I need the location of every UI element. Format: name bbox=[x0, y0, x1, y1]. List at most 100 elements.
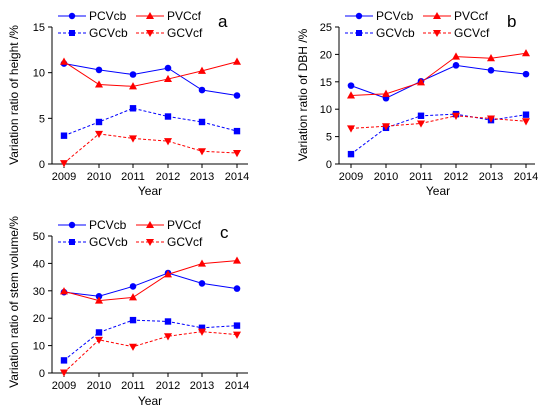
panel-b-point-pvccf bbox=[382, 89, 390, 97]
panel-a-point-gcvcb bbox=[198, 118, 206, 126]
legend-marker-gcvcf bbox=[433, 30, 441, 37]
panel-c-letter: c bbox=[220, 223, 229, 242]
panel-a-series-line-pvccf bbox=[63, 61, 238, 87]
panel-c-point-gcvcb bbox=[198, 324, 206, 331]
panel-a-xtick-label: 2012 bbox=[156, 171, 180, 183]
panel-a-ytick-label: 10 bbox=[33, 68, 45, 80]
panel-a-ytick-label: 0 bbox=[39, 159, 45, 171]
panel-a-point-pcvcb bbox=[129, 71, 137, 78]
panel-a-point-gcvcb bbox=[164, 113, 172, 120]
panel-b-point-gcvcf bbox=[417, 120, 425, 128]
legend-label-pcvcb: PCVcb bbox=[376, 9, 414, 23]
panel-b-ylabel: Variation ratio of DBH /% bbox=[296, 28, 310, 161]
panel-b-point-pvccf bbox=[522, 49, 530, 57]
panel-c-point-gcvcf bbox=[198, 328, 206, 336]
panel-b-point-gcvcf bbox=[347, 125, 355, 133]
panel-b-series-line-pvccf bbox=[350, 52, 527, 96]
panel-b-xtick-label: 2013 bbox=[479, 171, 503, 183]
panel-c-point-gcvcf bbox=[129, 343, 137, 351]
legend-label-gcvcb: GCVcb bbox=[89, 235, 128, 249]
panel-a-ytick-label: 5 bbox=[39, 113, 45, 125]
legend-marker-pvccf bbox=[433, 12, 441, 19]
panel-c-point-gcvcb bbox=[164, 318, 172, 325]
panel-a-series-line-gcvcf bbox=[63, 133, 238, 164]
legend-marker-gcvcf bbox=[146, 30, 154, 37]
legend-marker-pvccf bbox=[146, 221, 154, 228]
legend-marker-gcvcb bbox=[69, 30, 75, 36]
panel-a-xlabel: Year bbox=[138, 184, 162, 198]
panel-c-series-line-gcvcf bbox=[63, 331, 238, 373]
panel-c-ytick-label: 20 bbox=[33, 313, 45, 325]
panel-a-point-pvccf bbox=[95, 80, 103, 88]
panel-b-point-gcvcb bbox=[347, 150, 355, 158]
panel-c-series-line-gcvcb bbox=[63, 319, 238, 361]
panel-c-xtick-label: 2010 bbox=[87, 380, 111, 392]
panel-a-point-pvccf bbox=[164, 74, 172, 83]
panel-c-axes bbox=[51, 236, 248, 374]
panel-a-xtick-label: 2009 bbox=[52, 171, 76, 183]
panel-c-point-gcvcf bbox=[233, 331, 241, 339]
panel-a-point-gcvcf bbox=[95, 130, 103, 139]
panel-c-point-gcvcf bbox=[60, 369, 68, 377]
panel-b-point-pvccf bbox=[347, 91, 355, 99]
panel-c-point-pvccf bbox=[95, 296, 103, 304]
panel-a-point-gcvcb bbox=[95, 118, 103, 126]
panel-b-xlabel: Year bbox=[426, 184, 450, 198]
panel-b-ytick-label: 15 bbox=[320, 77, 332, 89]
panel-c-point-gcvcb bbox=[129, 316, 137, 324]
panel-b-letter: b bbox=[507, 12, 516, 31]
panel-a-point-pvccf bbox=[198, 66, 206, 74]
panel-b-ytick-label: 5 bbox=[326, 132, 332, 144]
panel-c-series-line-pvccf bbox=[63, 260, 238, 302]
panel-b-xtick-label: 2011 bbox=[409, 171, 433, 183]
panel-a-point-pcvcb bbox=[95, 66, 103, 74]
panel-b-ytick-label: 0 bbox=[326, 159, 332, 171]
panel-c: c Year Variation ratio of stem volume/% … bbox=[7, 216, 249, 408]
panel-c-point-pcvcb bbox=[233, 285, 241, 292]
panel-c-point-pcvcb bbox=[129, 283, 137, 290]
panel-b-point-pvccf bbox=[417, 78, 425, 86]
panel-c-ytick-label: 10 bbox=[33, 341, 45, 353]
panel-a-xtick-label: 2010 bbox=[87, 171, 111, 183]
panel-c-series-line-pcvcb bbox=[63, 272, 238, 297]
panel-b-xtick-label: 2010 bbox=[374, 171, 398, 183]
panel-a-series-line-gcvcb bbox=[63, 107, 238, 137]
panel-c-point-pvccf bbox=[60, 287, 68, 295]
panel-b-legend: PCVcb PVCcf GCVcb GCVcf bbox=[345, 9, 490, 40]
panel-b-point-gcvcf bbox=[487, 115, 495, 123]
panel-b-ytick-label: 25 bbox=[320, 22, 332, 34]
panel-a-point-pvccf bbox=[60, 57, 68, 65]
panel-c-point-pvccf bbox=[198, 259, 206, 267]
panel-c-xtick-label: 2014 bbox=[225, 380, 249, 392]
panel-b-series-line-pcvcb bbox=[350, 64, 527, 99]
panel-a-series-line-pcvcb bbox=[63, 63, 238, 96]
panel-b-point-gcvcf bbox=[382, 123, 390, 131]
panel-a-xtick-label: 2013 bbox=[190, 171, 214, 183]
panel-c-point-gcvcb bbox=[60, 357, 68, 364]
panel-b-axes bbox=[338, 27, 535, 165]
panel-a-point-pcvcb bbox=[198, 86, 206, 94]
panel-a-point-gcvcf bbox=[198, 148, 206, 156]
panel-b-point-pcvcb bbox=[347, 82, 355, 89]
panel-b: b Year Variation ratio of DBH /% PCVcb P… bbox=[296, 9, 538, 198]
legend-label-pvccf: PVCcf bbox=[167, 9, 202, 23]
panel-c-ytick-label: 0 bbox=[39, 368, 45, 380]
panel-b-series-line-gcvcf bbox=[350, 115, 527, 129]
panel-c-plot-area: 0 10 20 30 40 50 2009 2010 2011 2012 2013 2014 bbox=[33, 231, 249, 392]
legend-label-gcvcb: GCVcb bbox=[89, 26, 128, 40]
panel-a-letter: a bbox=[218, 12, 228, 31]
panel-c-point-gcvcf bbox=[95, 336, 103, 345]
panel-b-point-pcvcb bbox=[487, 66, 495, 74]
panel-a-ytick-label: 15 bbox=[33, 22, 45, 34]
panel-b-xtick-label: 2009 bbox=[339, 171, 363, 183]
panel-a-legend: PCVcb PVCcf GCVcb GCVcf bbox=[58, 9, 203, 40]
panel-a-point-pvccf bbox=[129, 82, 137, 90]
panel-c-xtick-label: 2011 bbox=[121, 380, 145, 392]
legend-marker-pcvcb bbox=[68, 12, 76, 20]
panel-c-point-pcvcb bbox=[198, 280, 206, 287]
legend-label-gcvcf: GCVcf bbox=[167, 26, 203, 40]
panel-c-ylabel: Variation ratio of stem volume/% bbox=[7, 216, 21, 388]
panel-a-point-gcvcb bbox=[60, 132, 68, 139]
legend-label-pvccf: PVCcf bbox=[167, 218, 202, 232]
